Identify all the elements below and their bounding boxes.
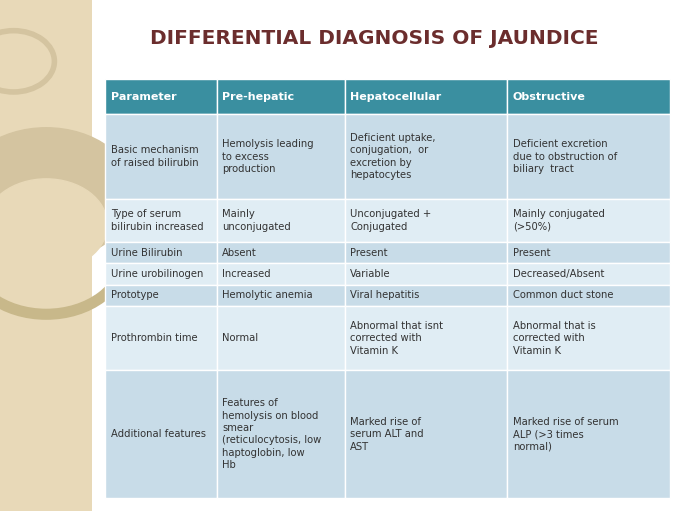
Bar xyxy=(345,263,507,285)
Bar xyxy=(216,370,345,498)
Text: Features of
hemolysis on blood
smear
(reticulocytosis, low
haptoglobin, low
Hb: Features of hemolysis on blood smear (re… xyxy=(222,398,321,470)
Text: Deficient uptake,
conjugation,  or
excretion by
hepatocytes: Deficient uptake, conjugation, or excret… xyxy=(350,133,436,180)
Bar xyxy=(105,242,216,263)
Text: Increased: Increased xyxy=(222,269,271,279)
Text: Common duct stone: Common duct stone xyxy=(513,290,613,300)
Bar xyxy=(507,79,670,114)
Bar xyxy=(507,199,670,242)
Text: Parameter: Parameter xyxy=(111,91,177,102)
Bar xyxy=(105,114,216,199)
Text: Unconjugated +
Conjugated: Unconjugated + Conjugated xyxy=(350,210,432,232)
Text: Marked rise of
serum ALT and
AST: Marked rise of serum ALT and AST xyxy=(350,417,424,452)
Bar xyxy=(216,285,345,306)
Text: Hepatocellular: Hepatocellular xyxy=(350,91,441,102)
Bar xyxy=(216,263,345,285)
Bar xyxy=(345,285,507,306)
Bar xyxy=(105,370,216,498)
Bar xyxy=(216,242,345,263)
Text: Absent: Absent xyxy=(222,248,257,258)
Bar xyxy=(507,370,670,498)
Bar xyxy=(507,263,670,285)
Bar xyxy=(105,263,216,285)
Bar xyxy=(345,242,507,263)
Bar xyxy=(105,306,216,370)
Text: Hemolytic anemia: Hemolytic anemia xyxy=(222,290,313,300)
Text: Urine urobilinogen: Urine urobilinogen xyxy=(111,269,203,279)
Text: Variable: Variable xyxy=(350,269,391,279)
Text: Basic mechanism
of raised bilirubin: Basic mechanism of raised bilirubin xyxy=(111,146,199,168)
Bar xyxy=(105,79,216,114)
Text: Present: Present xyxy=(350,248,388,258)
Text: Normal: Normal xyxy=(222,333,258,343)
Bar xyxy=(345,199,507,242)
Bar xyxy=(345,114,507,199)
Bar xyxy=(507,114,670,199)
Bar xyxy=(507,306,670,370)
Circle shape xyxy=(0,128,135,261)
Bar xyxy=(345,79,507,114)
Text: Type of serum
bilirubin increased: Type of serum bilirubin increased xyxy=(111,210,203,232)
Text: Mainly conjugated
(>50%): Mainly conjugated (>50%) xyxy=(513,210,605,232)
Text: Hemolysis leading
to excess
production: Hemolysis leading to excess production xyxy=(222,140,313,174)
Bar xyxy=(507,285,670,306)
Text: Abnormal that is
corrected with
Vitamin K: Abnormal that is corrected with Vitamin … xyxy=(513,321,596,356)
Text: Additional features: Additional features xyxy=(111,429,206,439)
Text: Urine Bilirubin: Urine Bilirubin xyxy=(111,248,182,258)
Text: Mainly
unconjugated: Mainly unconjugated xyxy=(222,210,291,232)
Bar xyxy=(216,199,345,242)
Text: Prototype: Prototype xyxy=(111,290,158,300)
Bar xyxy=(105,199,216,242)
Text: Obstructive: Obstructive xyxy=(513,91,585,102)
Text: Marked rise of serum
ALP (>3 times
normal): Marked rise of serum ALP (>3 times norma… xyxy=(513,417,618,452)
Circle shape xyxy=(0,179,107,271)
Text: Present: Present xyxy=(513,248,550,258)
Bar xyxy=(216,114,345,199)
Bar xyxy=(507,242,670,263)
Bar xyxy=(105,285,216,306)
Text: DIFFERENTIAL DIAGNOSIS OF JAUNDICE: DIFFERENTIAL DIAGNOSIS OF JAUNDICE xyxy=(150,29,598,48)
Text: Prothrombin time: Prothrombin time xyxy=(111,333,197,343)
Bar xyxy=(345,370,507,498)
Text: Abnormal that isnt
corrected with
Vitamin K: Abnormal that isnt corrected with Vitami… xyxy=(350,321,443,356)
Bar xyxy=(0,0,92,511)
Text: Deficient excretion
due to obstruction of
biliary  tract: Deficient excretion due to obstruction o… xyxy=(513,140,617,174)
Bar xyxy=(345,306,507,370)
Text: Pre-hepatic: Pre-hepatic xyxy=(222,91,294,102)
Bar xyxy=(216,306,345,370)
Bar xyxy=(216,79,345,114)
Text: Decreased/Absent: Decreased/Absent xyxy=(513,269,604,279)
Bar xyxy=(92,0,680,511)
Text: Viral hepatitis: Viral hepatitis xyxy=(350,290,420,300)
